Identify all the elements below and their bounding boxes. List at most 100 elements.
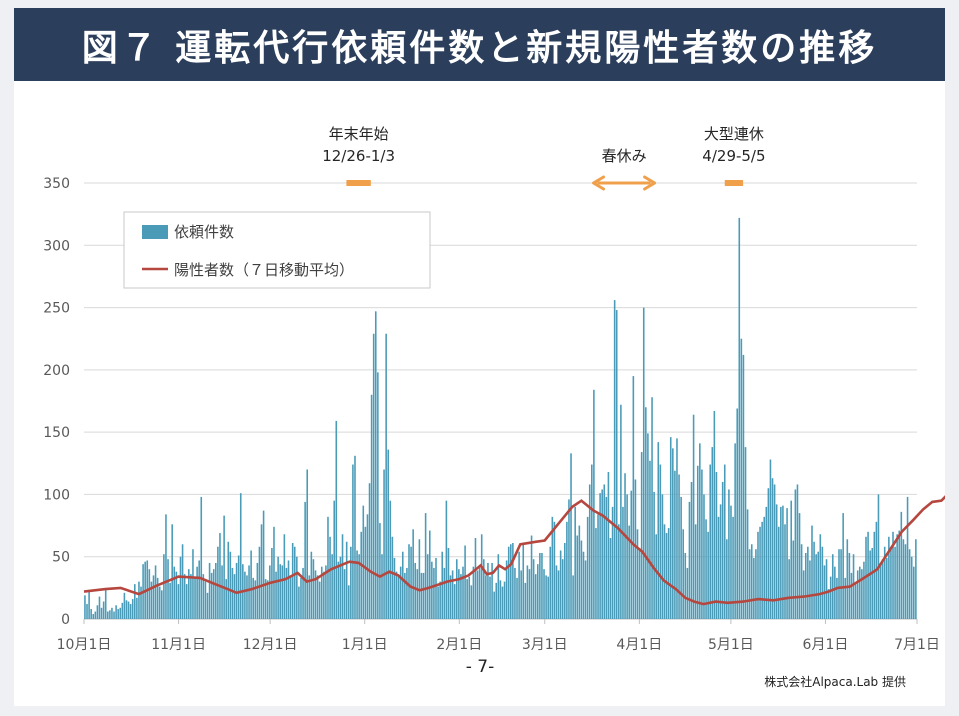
bar (482, 559, 485, 619)
bar (534, 574, 537, 619)
bar (356, 550, 358, 619)
bar (603, 484, 606, 619)
bar (807, 546, 809, 619)
bar (831, 554, 834, 619)
bar (304, 501, 306, 619)
bar (256, 562, 259, 619)
bar (721, 481, 724, 619)
bar (283, 534, 286, 619)
bar (325, 565, 327, 619)
bar (902, 539, 905, 619)
bar (250, 550, 252, 619)
x-tick-label: 6月1日 (803, 637, 849, 653)
bar (173, 566, 176, 619)
bar (102, 601, 105, 619)
bar (366, 514, 369, 619)
bar (94, 611, 97, 619)
bar (179, 556, 182, 619)
bar (908, 549, 911, 619)
bar (138, 581, 140, 619)
x-axis-ticks: 10月1日 11月1日 12月1日 1月1日 2月1日 3月1日 4月1日 5月1日 6月1日 7… (57, 619, 940, 653)
bar (894, 546, 896, 619)
bar (437, 586, 439, 619)
bar (784, 524, 786, 619)
bar (711, 447, 714, 619)
x-tick-label: 12月1日 (243, 637, 298, 653)
bar (154, 565, 157, 619)
bar (512, 543, 514, 619)
bar (192, 549, 194, 619)
bar (212, 569, 215, 619)
bar (688, 501, 691, 619)
bar (645, 407, 647, 619)
bar (495, 582, 498, 619)
bar (152, 575, 155, 619)
bar (800, 544, 803, 619)
bar (370, 394, 373, 619)
bar (863, 561, 865, 619)
bar (898, 530, 901, 619)
bar (896, 534, 898, 619)
bar (576, 535, 579, 619)
bar (260, 524, 263, 619)
bar (856, 570, 859, 619)
bar (821, 546, 824, 619)
bar (406, 567, 408, 619)
bar (748, 549, 751, 619)
y-tick-label: 300 (43, 238, 70, 254)
bar (113, 611, 115, 619)
bar (883, 546, 886, 619)
legend-label-positives: 陽性者数（７日移動平均） (174, 261, 354, 279)
bar (686, 567, 689, 619)
bar (597, 514, 599, 619)
bar (622, 506, 624, 619)
bar (734, 443, 736, 619)
bar (543, 569, 545, 619)
bar (501, 586, 504, 619)
bar (337, 561, 340, 619)
bar (298, 586, 300, 619)
bar (252, 577, 254, 619)
bar (489, 576, 491, 619)
bar (445, 500, 448, 619)
bar (227, 541, 230, 619)
bar (84, 595, 86, 619)
bar (175, 571, 178, 619)
bar (171, 524, 173, 619)
bar (877, 494, 880, 619)
bar (229, 551, 232, 619)
bar (395, 571, 398, 619)
bar (858, 566, 861, 619)
bar (730, 505, 732, 619)
bar (109, 610, 111, 619)
bar (264, 579, 267, 619)
bar (572, 575, 574, 619)
bar (499, 580, 502, 619)
bar (684, 552, 687, 619)
bar (651, 397, 653, 619)
bar (258, 546, 261, 619)
bar (586, 516, 589, 619)
bar (607, 472, 610, 619)
annotation-label: 春休み (602, 147, 647, 165)
bar (676, 438, 678, 619)
bar (726, 539, 728, 619)
bar (343, 569, 346, 619)
bar (273, 526, 275, 619)
bar (680, 496, 682, 619)
bar (435, 557, 437, 619)
bar (761, 521, 763, 619)
bar (293, 546, 296, 619)
bar (335, 420, 338, 619)
bar (368, 483, 371, 619)
bar (254, 580, 257, 619)
bar (111, 607, 113, 619)
bar (333, 500, 336, 619)
annotation-marker (346, 180, 371, 186)
bar (422, 572, 425, 619)
bar (289, 576, 292, 619)
bar (854, 584, 857, 619)
bar (418, 539, 421, 619)
bar (200, 496, 203, 619)
bar (674, 470, 676, 619)
